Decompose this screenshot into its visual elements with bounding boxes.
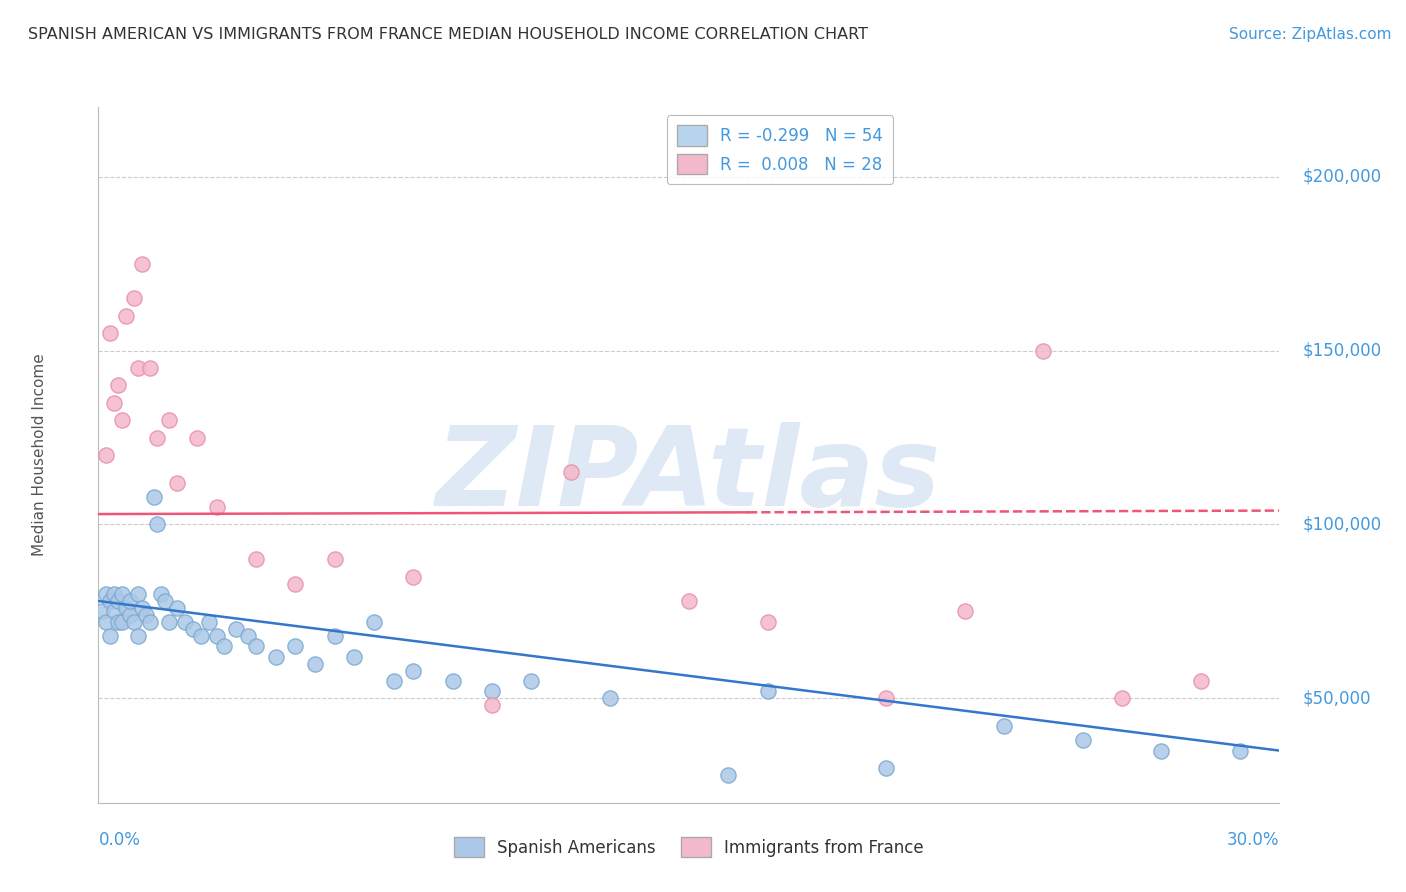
Point bbox=[127, 629, 149, 643]
Point bbox=[1150, 744, 1173, 758]
Point bbox=[323, 629, 346, 643]
Point bbox=[122, 291, 145, 305]
Point bbox=[111, 615, 134, 629]
Point bbox=[131, 601, 153, 615]
Text: $100,000: $100,000 bbox=[1303, 516, 1382, 533]
Text: Median Household Income: Median Household Income bbox=[32, 353, 46, 557]
Point bbox=[146, 517, 169, 532]
Point bbox=[122, 615, 145, 629]
Point bbox=[103, 605, 125, 619]
Text: Source: ZipAtlas.com: Source: ZipAtlas.com bbox=[1229, 27, 1392, 42]
Point bbox=[1071, 733, 1094, 747]
Point bbox=[98, 629, 121, 643]
Point bbox=[157, 615, 180, 629]
Point bbox=[96, 615, 118, 629]
Point bbox=[186, 430, 208, 444]
Point bbox=[599, 691, 621, 706]
Point bbox=[1111, 691, 1133, 706]
Point bbox=[717, 768, 740, 782]
Point bbox=[155, 594, 177, 608]
Text: 0.0%: 0.0% bbox=[98, 830, 141, 848]
Point bbox=[111, 587, 134, 601]
Legend: Spanish Americans, Immigrants from France: Spanish Americans, Immigrants from Franc… bbox=[447, 830, 931, 864]
Point bbox=[107, 615, 129, 629]
Point bbox=[402, 664, 425, 678]
Point bbox=[225, 622, 247, 636]
Point bbox=[111, 413, 134, 427]
Point bbox=[157, 413, 180, 427]
Point bbox=[127, 360, 149, 375]
Point bbox=[197, 615, 219, 629]
Point bbox=[520, 674, 543, 689]
Point bbox=[103, 395, 125, 409]
Point bbox=[138, 615, 160, 629]
Point bbox=[146, 430, 169, 444]
Point bbox=[115, 601, 138, 615]
Point bbox=[245, 639, 267, 653]
Point bbox=[993, 719, 1015, 733]
Point bbox=[135, 607, 157, 622]
Point bbox=[875, 691, 897, 706]
Point bbox=[343, 649, 366, 664]
Point bbox=[190, 629, 212, 643]
Text: $50,000: $50,000 bbox=[1303, 690, 1372, 707]
Point bbox=[382, 674, 405, 689]
Point bbox=[166, 601, 188, 615]
Point bbox=[96, 587, 118, 601]
Point bbox=[118, 594, 141, 608]
Text: SPANISH AMERICAN VS IMMIGRANTS FROM FRANCE MEDIAN HOUSEHOLD INCOME CORRELATION C: SPANISH AMERICAN VS IMMIGRANTS FROM FRAN… bbox=[28, 27, 868, 42]
Point bbox=[678, 594, 700, 608]
Point bbox=[103, 587, 125, 601]
Point bbox=[756, 684, 779, 698]
Point bbox=[953, 605, 976, 619]
Point bbox=[284, 576, 307, 591]
Point bbox=[481, 684, 503, 698]
Point bbox=[107, 594, 129, 608]
Point bbox=[181, 622, 204, 636]
Point bbox=[756, 615, 779, 629]
Point bbox=[98, 594, 121, 608]
Point bbox=[118, 607, 141, 622]
Point bbox=[166, 475, 188, 490]
Point bbox=[127, 587, 149, 601]
Point bbox=[1032, 343, 1054, 358]
Point bbox=[264, 649, 287, 664]
Point bbox=[115, 309, 138, 323]
Point bbox=[138, 360, 160, 375]
Point bbox=[441, 674, 464, 689]
Point bbox=[142, 490, 165, 504]
Point bbox=[304, 657, 326, 671]
Point bbox=[875, 761, 897, 775]
Point bbox=[1229, 744, 1251, 758]
Text: $200,000: $200,000 bbox=[1303, 168, 1382, 186]
Point bbox=[363, 615, 385, 629]
Point bbox=[236, 629, 259, 643]
Point bbox=[98, 326, 121, 340]
Point bbox=[96, 448, 118, 462]
Point bbox=[1189, 674, 1212, 689]
Point bbox=[205, 629, 228, 643]
Point bbox=[150, 587, 173, 601]
Point bbox=[131, 256, 153, 270]
Point bbox=[205, 500, 228, 514]
Point bbox=[91, 605, 114, 619]
Point bbox=[245, 552, 267, 566]
Text: $150,000: $150,000 bbox=[1303, 342, 1382, 359]
Text: ZIPAtlas: ZIPAtlas bbox=[436, 422, 942, 529]
Point bbox=[284, 639, 307, 653]
Text: 30.0%: 30.0% bbox=[1227, 830, 1279, 848]
Point bbox=[174, 615, 197, 629]
Point bbox=[481, 698, 503, 713]
Point bbox=[560, 466, 582, 480]
Point bbox=[107, 378, 129, 392]
Point bbox=[402, 570, 425, 584]
Point bbox=[323, 552, 346, 566]
Point bbox=[214, 639, 236, 653]
